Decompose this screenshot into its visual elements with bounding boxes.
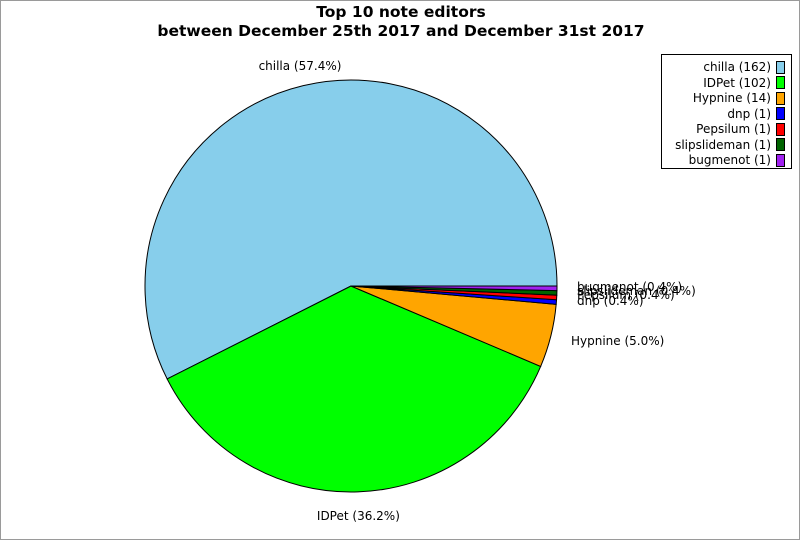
pie-slice-chilla [144, 79, 558, 380]
legend-swatch [776, 153, 785, 167]
legend-swatch [776, 122, 785, 136]
slice-label-idpet: IDPet (36.2%) [317, 509, 400, 523]
chart-title-line: Top 10 note editors [316, 3, 486, 21]
pie-slice-labels: chilla (57.4%) IDPet (36.2%) Hypnine (5.0%… [259, 59, 696, 523]
slice-label-hypnine: Hypnine (5.0%) [571, 334, 664, 348]
legend-item-chilla: chilla (162) [703, 60, 785, 74]
slice-label-bugmenot: bugmenot (0.4%) [577, 280, 682, 294]
pie-slices [144, 79, 558, 493]
legend-swatch [776, 107, 785, 120]
chart-subtitle-line: between December 25th 2017 and December … [157, 22, 645, 40]
legend-label: bugmenot (1) [688, 153, 771, 167]
slice-label-pepsilum: Pepsilum (0.4%) [577, 288, 675, 302]
legend-swatch [776, 91, 785, 105]
legend-label: dnp (1) [727, 106, 771, 121]
chart-title: Top 10 note editors between December 25t… [1, 3, 800, 41]
pie-slice-idpet [166, 285, 542, 493]
legend-item-slipslideman: slipslideman (1) [675, 138, 785, 152]
legend-item-pepsilum: Pepsilum (1) [696, 122, 785, 136]
legend: chilla (162) IDPet (102) Hypnine (14) dnp (… [661, 54, 792, 169]
legend-swatch [776, 138, 785, 151]
pie-slice-bugmenot [350, 285, 558, 292]
legend-label: Hypnine (14) [692, 91, 771, 105]
slice-label-chilla: chilla (57.4%) [259, 59, 342, 73]
legend-item-dnp: dnp (1) [727, 107, 785, 121]
slice-label-slipslideman: slipslideman (0.4%) [577, 284, 696, 298]
legend-item-idpet: IDPet (102) [703, 76, 785, 90]
legend-label: IDPet (102) [703, 75, 771, 90]
legend-item-hypnine: Hypnine (14) [693, 91, 785, 105]
legend-label: Pepsilum (1) [696, 122, 771, 136]
legend-swatch [776, 76, 785, 89]
legend-swatch [776, 60, 785, 74]
slice-label-dnp: dnp (0.4%) [577, 294, 644, 308]
legend-item-bugmenot: bugmenot (1) [689, 153, 785, 167]
legend-label: chilla (162) [703, 60, 771, 74]
legend-label: slipslideman (1) [675, 137, 771, 152]
